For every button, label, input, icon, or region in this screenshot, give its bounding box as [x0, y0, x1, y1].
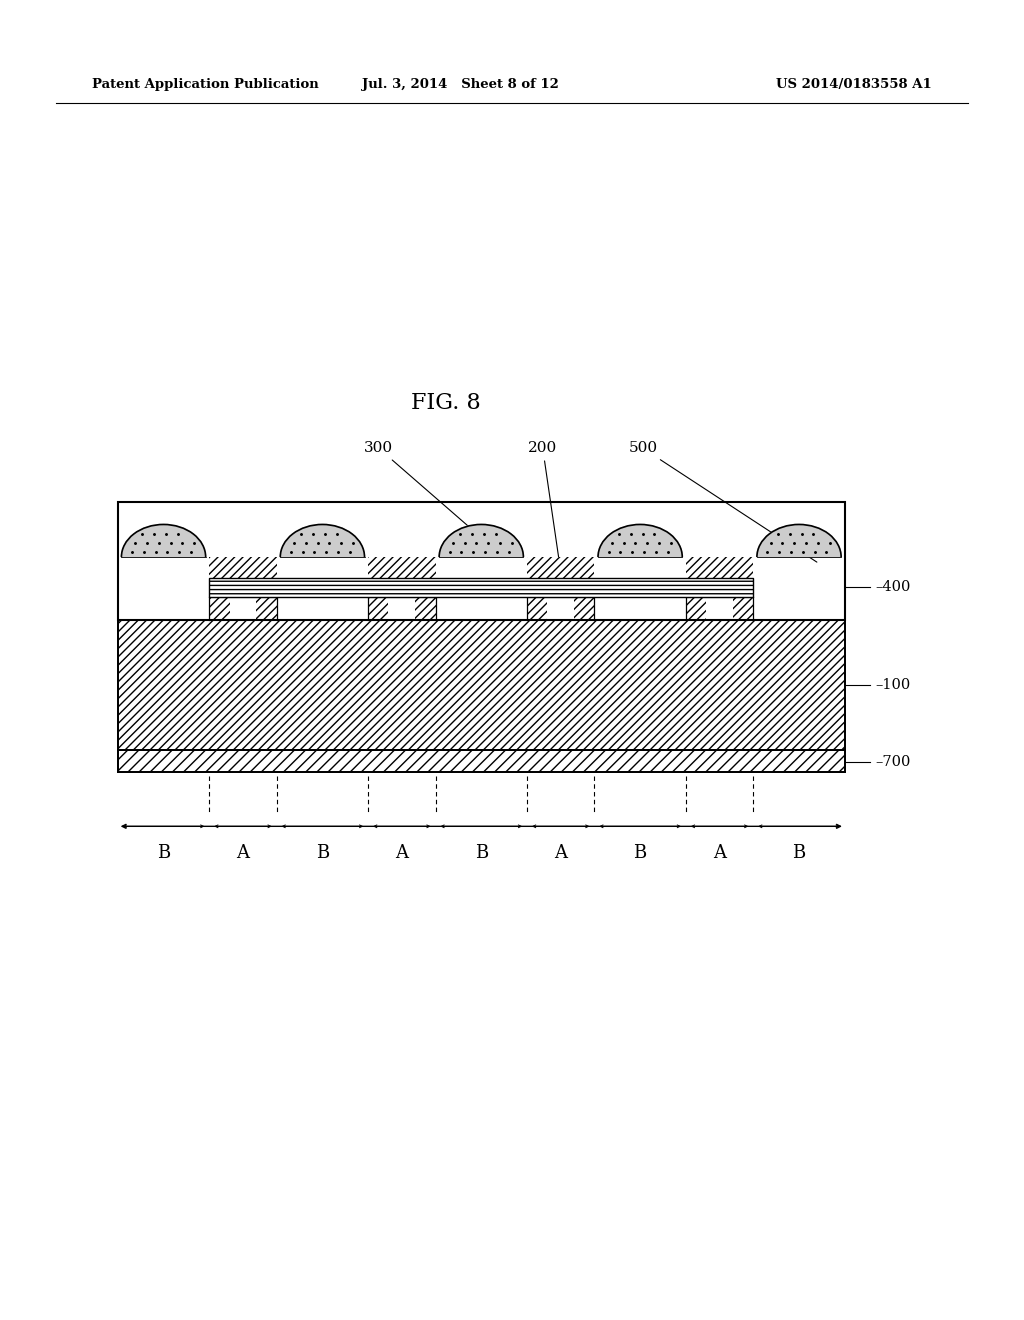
Bar [369, 557, 435, 578]
Bar [527, 597, 594, 620]
Bar [118, 750, 845, 772]
Bar [527, 557, 594, 578]
Bar [416, 597, 435, 620]
Polygon shape [439, 524, 523, 557]
Text: –100: –100 [876, 678, 910, 692]
Text: 500: 500 [629, 441, 817, 562]
Text: –400: –400 [876, 581, 911, 594]
Bar [686, 597, 754, 620]
Text: FIG. 8: FIG. 8 [411, 392, 480, 413]
Polygon shape [281, 524, 365, 557]
Polygon shape [122, 524, 206, 557]
Text: B: B [157, 843, 170, 862]
Text: B: B [793, 843, 806, 862]
Text: B: B [315, 843, 329, 862]
Text: B: B [634, 843, 647, 862]
Bar [209, 597, 276, 620]
Text: Patent Application Publication: Patent Application Publication [92, 78, 318, 91]
Polygon shape [598, 524, 682, 557]
Polygon shape [757, 524, 841, 557]
Text: 200: 200 [528, 441, 560, 569]
Bar [369, 597, 435, 620]
Bar [686, 597, 707, 620]
Text: Jul. 3, 2014   Sheet 8 of 12: Jul. 3, 2014 Sheet 8 of 12 [362, 78, 559, 91]
Text: US 2014/0183558 A1: US 2014/0183558 A1 [776, 78, 932, 91]
Bar [686, 557, 754, 578]
Bar [733, 597, 754, 620]
Text: 300: 300 [365, 441, 479, 536]
Bar [118, 620, 845, 750]
Bar [209, 597, 229, 620]
Bar [256, 597, 276, 620]
Bar [118, 502, 845, 620]
Bar [527, 597, 547, 620]
Bar [118, 557, 845, 620]
Bar [574, 597, 594, 620]
Text: –700: –700 [876, 755, 911, 768]
Text: B: B [475, 843, 487, 862]
Bar [209, 557, 276, 578]
Bar [209, 578, 754, 597]
Bar [369, 597, 388, 620]
Text: A: A [237, 843, 250, 862]
Text: A: A [713, 843, 726, 862]
Text: A: A [554, 843, 567, 862]
Text: A: A [395, 843, 409, 862]
